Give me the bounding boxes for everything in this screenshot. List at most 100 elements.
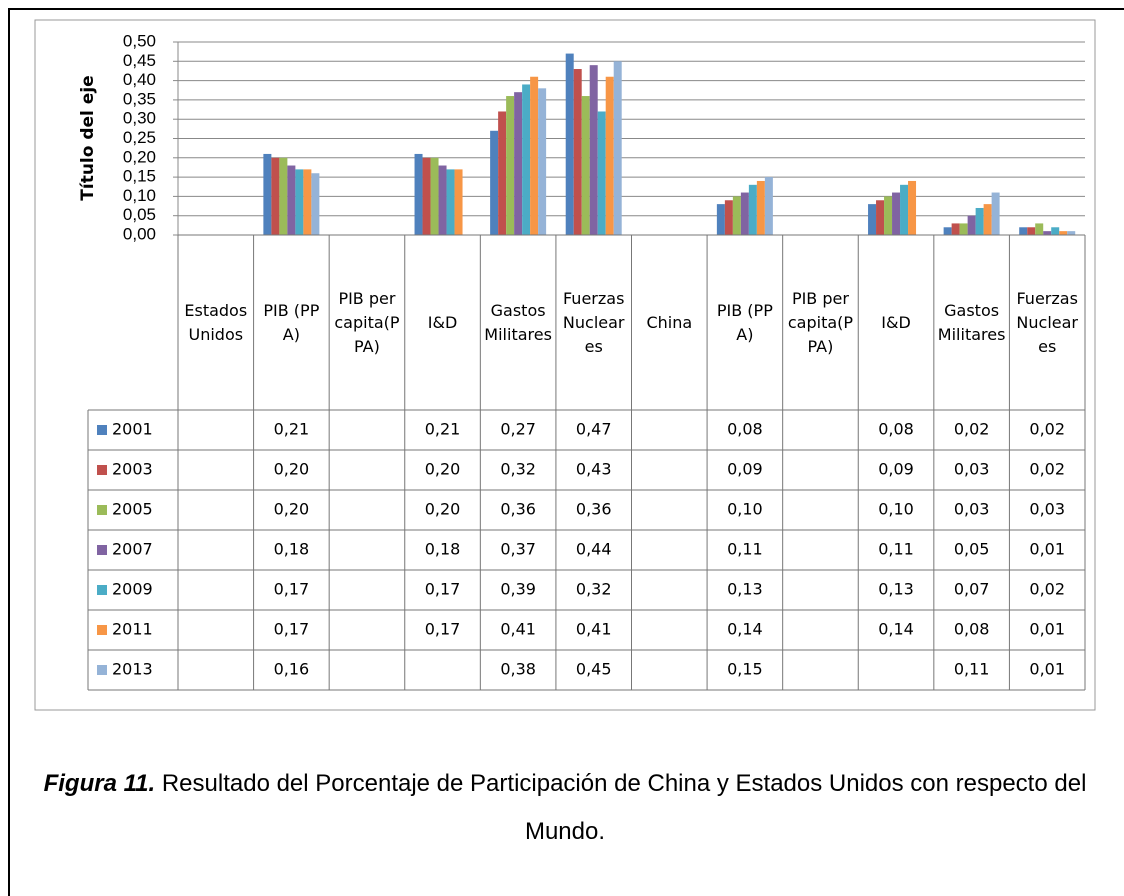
data-label: 0,17 (274, 620, 310, 639)
x-tick-label: PIB (PPA) (716, 300, 773, 344)
bar (756, 180, 765, 235)
data-label: 0,02 (1029, 580, 1065, 599)
data-label: 0,03 (954, 500, 990, 519)
bar (303, 169, 312, 235)
data-label: 0,01 (1029, 540, 1065, 559)
bar (967, 215, 976, 235)
caption-label: Figura 11. (43, 770, 156, 797)
y-tick-label: 0,20 (123, 147, 156, 166)
x-tick-label: China (646, 312, 693, 332)
data-label: 0,32 (500, 460, 536, 479)
data-label: 0,13 (727, 580, 763, 599)
y-tick-label: 0,15 (123, 167, 156, 186)
data-label: 0,03 (954, 460, 990, 479)
bar (764, 177, 773, 235)
data-label: 0,02 (1029, 460, 1065, 479)
bar (565, 53, 574, 235)
x-tick-label: I&D (881, 312, 911, 332)
bar (263, 153, 272, 235)
bar (287, 165, 296, 235)
bar (1027, 227, 1036, 235)
data-label: 0,08 (954, 620, 990, 639)
bar (446, 169, 455, 235)
data-label: 0,21 (425, 420, 461, 439)
legend-swatch (97, 465, 107, 475)
legend-swatch (97, 665, 107, 675)
y-tick-label: 0,35 (123, 89, 156, 108)
data-label: 0,20 (274, 500, 310, 519)
bar (900, 184, 909, 235)
data-label: 0,17 (425, 580, 461, 599)
bar (1067, 231, 1076, 235)
data-label: 0,08 (727, 420, 763, 439)
bar (530, 76, 539, 236)
bar (454, 169, 463, 235)
bar (581, 96, 590, 235)
bar (975, 207, 984, 235)
bar (1051, 227, 1060, 235)
bar (1035, 223, 1044, 235)
data-label: 0,20 (425, 500, 461, 519)
bar (868, 204, 877, 235)
bar (876, 200, 885, 235)
bar (438, 165, 447, 235)
legend-swatch (97, 425, 107, 435)
data-label: 0,47 (576, 420, 612, 439)
data-label: 0,21 (274, 420, 310, 439)
bar (991, 192, 1000, 235)
bar (522, 84, 531, 236)
bar (716, 204, 725, 235)
data-label: 0,41 (576, 620, 612, 639)
y-tick-label: 0,10 (123, 186, 156, 205)
data-label: 0,45 (576, 660, 612, 679)
data-label: 0,36 (500, 500, 536, 519)
bar (498, 111, 507, 235)
legend-label: 2003 (112, 460, 153, 479)
data-label: 0,07 (954, 580, 990, 599)
bar (573, 69, 582, 236)
legend-swatch (97, 625, 107, 635)
bar (724, 200, 733, 235)
data-label: 0,27 (500, 420, 536, 439)
caption: Figura 11. Resultado del Porcentaje de P… (40, 760, 1090, 856)
y-tick-label: 0,40 (123, 70, 156, 89)
data-label: 0,32 (576, 580, 612, 599)
bar (748, 184, 757, 235)
data-label: 0,08 (878, 420, 914, 439)
x-tick-label: Fuerzas Nucleares (1016, 288, 1078, 356)
y-tick-label: 0,45 (123, 51, 156, 70)
x-tick-label: Gastos Militares (484, 300, 552, 344)
bar (506, 96, 515, 235)
legend-swatch (97, 505, 107, 515)
data-label: 0,05 (954, 540, 990, 559)
x-tick-label: I&D (427, 312, 458, 332)
chart-frame (34, 19, 1096, 711)
bar (597, 111, 606, 235)
bar (884, 196, 893, 235)
legend-swatch (97, 545, 107, 555)
page-frame (8, 8, 1124, 896)
bar (311, 173, 320, 235)
x-tick-label: PIB per capita(PPA) (334, 288, 400, 356)
bar (279, 157, 288, 235)
bar (892, 192, 901, 235)
data-label: 0,03 (1029, 500, 1065, 519)
bar (414, 153, 423, 235)
data-label: 0,10 (878, 500, 914, 519)
x-tick-label: Fuerzas Nucleares (562, 288, 625, 356)
data-label: 0,39 (500, 580, 536, 599)
data-label: 0,14 (727, 620, 763, 639)
data-label: 0,20 (425, 460, 461, 479)
y-axis-label: Título del eje (78, 75, 98, 200)
bar (959, 223, 968, 235)
legend-label: 2005 (112, 500, 153, 519)
data-label: 0,44 (576, 540, 612, 559)
bar (271, 157, 280, 235)
x-tick-label: Estados Unidos (184, 300, 248, 344)
y-tick-label: 0,00 (123, 224, 156, 243)
data-label: 0,14 (878, 620, 914, 639)
data-label: 0,43 (576, 460, 612, 479)
bar (732, 196, 741, 235)
